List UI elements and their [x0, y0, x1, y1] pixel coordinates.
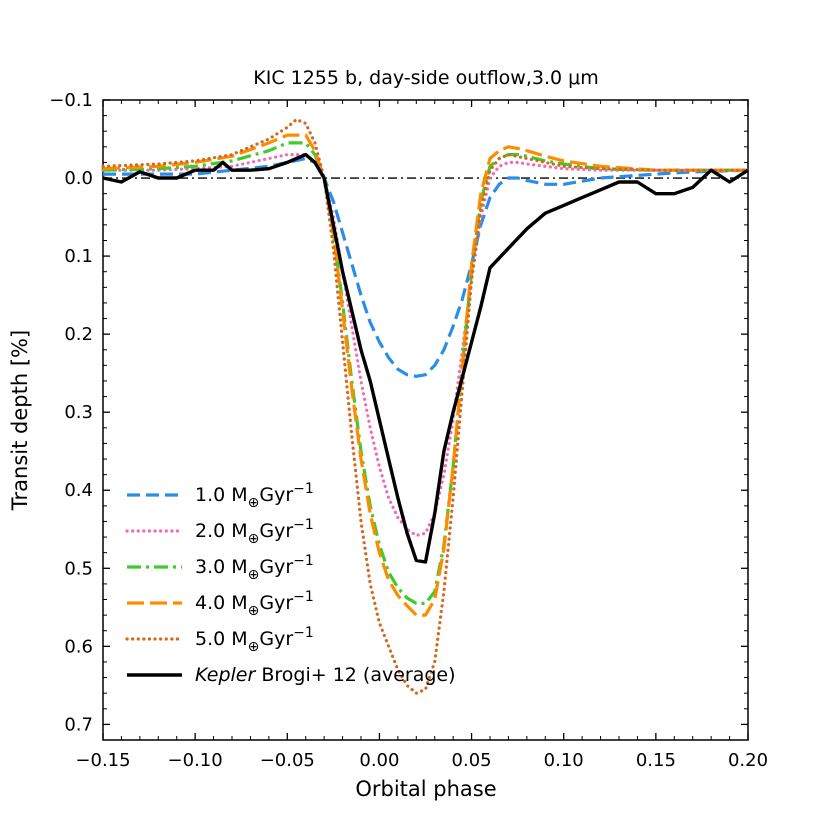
x-tick-label: −0.10 [168, 750, 223, 771]
x-tick-label: 0.10 [544, 750, 584, 771]
axis-ticks: −0.15 −0.10 −0.05 0.00 0.05 0.10 0.15 0.20 −0.1 0… [49, 90, 768, 771]
series-line-3 [102, 141, 748, 606]
legend: 1.0 M⊕Gyr−1 2.0 M⊕Gyr−1 3.0 M⊕Gyr−1 4.0 M⊕G… [125, 481, 456, 686]
y-tick-label: −0.1 [49, 90, 93, 111]
series-lines [101, 117, 750, 695]
y-tick-label: 0.6 [64, 636, 93, 657]
x-tick-label: 0.20 [728, 750, 768, 771]
chart-title: KIC 1255 b, day-side outflow,3.0 μm [253, 67, 598, 89]
legend-label-1: 1.0 M⊕Gyr−1 [195, 481, 314, 511]
y-axis-label: Transit depth [%] [8, 330, 32, 511]
y-tick-label: 0.4 [64, 480, 93, 501]
y-tick-label: 0.2 [64, 324, 93, 345]
series-line-4 [102, 133, 748, 617]
y-tick-label: 0.5 [64, 558, 93, 579]
y-tick-label: 0.0 [64, 168, 93, 189]
legend-label-5: 5.0 M⊕Gyr−1 [195, 625, 314, 655]
legend-label-3: 3.0 M⊕Gyr−1 [195, 553, 314, 583]
plot-frame [102, 99, 749, 741]
x-tick-label: 0.05 [452, 750, 492, 771]
y-tick-label: 0.7 [64, 714, 93, 735]
x-tick-label: 0.15 [636, 750, 676, 771]
x-axis-label: Orbital phase [355, 777, 496, 801]
x-tick-label: 0.00 [359, 750, 399, 771]
legend-label-2: 2.0 M⊕Gyr−1 [195, 517, 314, 547]
legend-label-4: 4.0 M⊕Gyr−1 [195, 589, 314, 619]
y-tick-label: 0.3 [64, 402, 93, 423]
series-line-1 [103, 156, 749, 378]
x-tick-label: −0.05 [260, 750, 315, 771]
plot-area: −0.15 −0.10 −0.05 0.00 0.05 0.10 0.15 0.20 −0.1 0… [49, 90, 768, 771]
x-tick-label: −0.15 [75, 750, 130, 771]
series-line-6 [102, 152, 749, 564]
legend-label-6: Kepler Brogi+ 12 (average) [195, 664, 456, 686]
series-line-2 [101, 153, 750, 538]
y-tick-label: 0.1 [64, 246, 93, 267]
